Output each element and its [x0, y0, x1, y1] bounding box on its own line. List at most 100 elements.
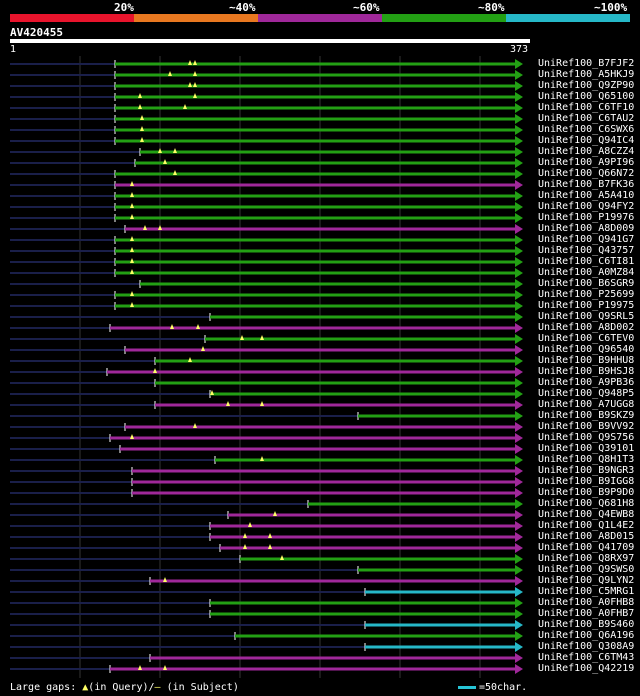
hit-label[interactable]: UniRef100_C5MRG1 [538, 586, 635, 597]
gap-triangle-icon [196, 324, 200, 329]
hit-label[interactable]: UniRef100_Q9LYN2 [538, 575, 635, 586]
hit-label[interactable]: UniRef100_A8D015 [538, 531, 635, 542]
hit-label[interactable]: UniRef100_C6TAU2 [538, 113, 635, 124]
hit-label[interactable]: UniRef100_B7FJF2 [538, 58, 635, 69]
hit-arrow-icon [515, 92, 523, 102]
hit-label[interactable]: UniRef100_Q4EWB8 [538, 509, 635, 520]
gap-triangle-icon [130, 192, 134, 197]
hit-label[interactable]: UniRef100_Q1L4E2 [538, 520, 635, 531]
scale-label: =50char. [479, 682, 528, 693]
hit-arrow-icon [515, 532, 523, 542]
hit-label[interactable]: UniRef100_Q9ZP90 [538, 80, 635, 91]
hit-label[interactable]: UniRef100_B7FK36 [538, 179, 635, 190]
hit-arrow-icon [515, 587, 523, 597]
identity-legend-labels: 20% ~40% ~60% ~80% ~100% [0, 0, 640, 14]
hit-arrow-icon [515, 565, 523, 575]
hit-label[interactable]: UniRef100_B9NGR3 [538, 465, 635, 476]
hit-label[interactable]: UniRef100_A0MZ84 [538, 267, 635, 278]
hit-arrow-icon [515, 576, 523, 586]
gap-triangle-icon [280, 555, 284, 560]
gap-triangle-icon [138, 104, 142, 109]
hit-label[interactable]: UniRef100_Q94IC4 [538, 135, 635, 146]
hit-label[interactable]: UniRef100_C6TI81 [538, 256, 635, 267]
hit-arrow-icon [515, 653, 523, 663]
gap-triangle-icon [140, 126, 144, 131]
hit-arrow-icon [515, 411, 523, 421]
hit-arrow-icon [515, 664, 523, 674]
hit-label[interactable]: UniRef100_C6TF10 [538, 102, 635, 113]
hit-label[interactable]: UniRef100_Q41709 [538, 542, 635, 553]
hit-label[interactable]: UniRef100_C6TM43 [538, 652, 635, 663]
hit-arrow-icon [515, 125, 523, 135]
hit-label[interactable]: UniRef100_Q9S756 [538, 432, 635, 443]
gap-triangle-icon [273, 511, 277, 516]
hit-label[interactable]: UniRef100_Q42219 [538, 663, 635, 674]
hit-label[interactable]: UniRef100_Q9SWS0 [538, 564, 635, 575]
gap-triangle-icon [173, 170, 177, 175]
gap-triangle-icon [193, 82, 197, 87]
hit-label[interactable]: UniRef100_A8D002 [538, 322, 635, 333]
gap-triangle-icon [163, 159, 167, 164]
hit-label[interactable]: UniRef100_B9SKZ9 [538, 410, 635, 421]
hit-label[interactable]: UniRef100_C6TEV0 [538, 333, 635, 344]
hit-arrow-icon [515, 642, 523, 652]
hit-label[interactable]: UniRef100_A7UGG8 [538, 399, 635, 410]
hit-arrow-icon [515, 554, 523, 564]
hit-label[interactable]: UniRef100_Q308A9 [538, 641, 635, 652]
hit-arrow-icon [515, 158, 523, 168]
hit-arrow-icon [515, 444, 523, 454]
hit-label[interactable]: UniRef100_B9VV92 [538, 421, 635, 432]
hit-label[interactable]: UniRef100_A5HKJ9 [538, 69, 635, 80]
hit-arrow-icon [515, 257, 523, 267]
query-name: AV420455 [10, 26, 63, 39]
hit-arrow-icon [515, 268, 523, 278]
gap-triangle-icon [140, 115, 144, 120]
hit-label[interactable]: UniRef100_P19975 [538, 300, 635, 311]
hit-arrow-icon [515, 224, 523, 234]
hit-label[interactable]: UniRef100_Q681H8 [538, 498, 635, 509]
hit-label[interactable]: UniRef100_Q9SRL5 [538, 311, 635, 322]
hit-label[interactable]: UniRef100_A8D009 [538, 223, 635, 234]
legend-label-80: ~80% [478, 1, 505, 14]
hit-arrow-icon [515, 136, 523, 146]
hit-label[interactable]: UniRef100_P25699 [538, 289, 635, 300]
hit-label[interactable]: UniRef100_A9PI96 [538, 157, 635, 168]
hit-label[interactable]: UniRef100_Q8H1T3 [538, 454, 635, 465]
hit-label[interactable]: UniRef100_Q941G7 [538, 234, 635, 245]
hit-label[interactable]: UniRef100_Q96540 [538, 344, 635, 355]
hit-label[interactable]: UniRef100_Q948P5 [538, 388, 635, 399]
gap-triangle-icon [210, 390, 214, 395]
hit-label[interactable]: UniRef100_Q6A196 [538, 630, 635, 641]
hit-label[interactable]: UniRef100_P19976 [538, 212, 635, 223]
hit-arrow-icon [515, 400, 523, 410]
gap-triangle-icon [260, 401, 264, 406]
gap-triangle-icon [163, 577, 167, 582]
hit-arrow-icon [515, 356, 523, 366]
gap-triangle-icon [163, 665, 167, 670]
hit-label[interactable]: UniRef100_A0FHB7 [538, 608, 635, 619]
legend-label-20: 20% [114, 1, 134, 14]
hit-label[interactable]: UniRef100_Q8RX97 [538, 553, 635, 564]
hit-label[interactable]: UniRef100_Q94FY2 [538, 201, 635, 212]
hit-label[interactable]: UniRef100_A8CZZ4 [538, 146, 635, 157]
hit-label[interactable]: UniRef100_B9S460 [538, 619, 635, 630]
hit-label[interactable]: UniRef100_B9IGG8 [538, 476, 635, 487]
hit-label[interactable]: UniRef100_B9HHU8 [538, 355, 635, 366]
scale-line-icon [458, 686, 476, 689]
hit-arrow-icon [515, 620, 523, 630]
hit-label[interactable]: UniRef100_A5A410 [538, 190, 635, 201]
hit-label[interactable]: UniRef100_A9PB36 [538, 377, 635, 388]
hit-label[interactable]: UniRef100_B9P9D0 [538, 487, 635, 498]
hit-label[interactable]: UniRef100_Q65100 [538, 91, 635, 102]
hit-label[interactable]: UniRef100_C6SWX6 [538, 124, 635, 135]
hit-label[interactable]: UniRef100_A0FHB8 [538, 597, 635, 608]
hit-arrow-icon [515, 191, 523, 201]
hit-label[interactable]: UniRef100_Q43757 [538, 245, 635, 256]
legend-swatch-80 [382, 14, 506, 22]
hit-label[interactable]: UniRef100_B6SGR9 [538, 278, 635, 289]
hit-label[interactable]: UniRef100_B9HSJ8 [538, 366, 635, 377]
hit-label[interactable]: UniRef100_Q39101 [538, 443, 635, 454]
gap-triangle-icon [183, 104, 187, 109]
hit-label[interactable]: UniRef100_Q66N72 [538, 168, 635, 179]
gap-triangle-icon [193, 60, 197, 65]
